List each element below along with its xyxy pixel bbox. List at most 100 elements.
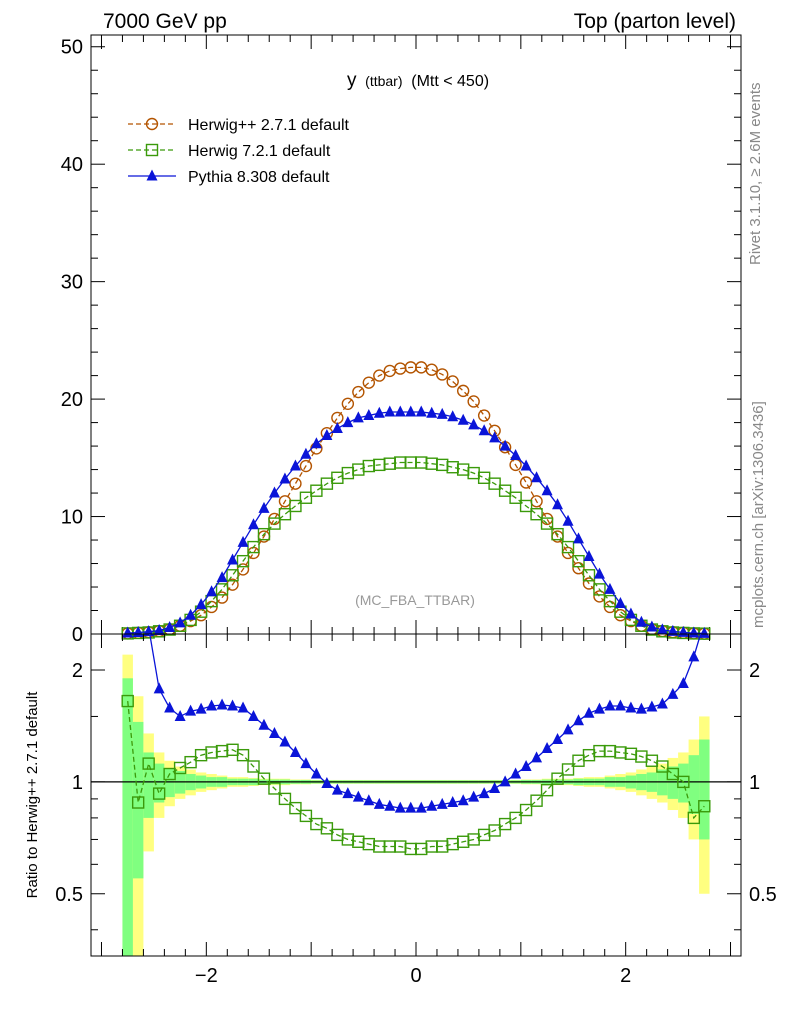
main-point [289, 459, 301, 471]
ratio-ytick-label-right: 2 [749, 660, 760, 682]
main-point [531, 471, 543, 483]
header-left-label: 7000 GeV pp [103, 10, 227, 33]
main-point [415, 405, 427, 417]
main-point [216, 571, 228, 583]
legend-marker [145, 117, 159, 131]
ratio-point [342, 787, 354, 799]
main-point [604, 582, 616, 594]
ratio-point [310, 767, 322, 779]
ratio-ytick-label: 0.5 [55, 884, 83, 906]
ratio-point [457, 794, 469, 806]
ratio-point [268, 726, 280, 738]
main-point [593, 583, 606, 596]
ratio-point [384, 799, 396, 811]
main-point [509, 491, 522, 504]
main-ytick-label: 10 [61, 507, 83, 529]
main-point [299, 491, 313, 504]
ratio-point [698, 800, 711, 813]
ratio-point [289, 801, 302, 815]
band-green [699, 739, 710, 840]
ratio-point [121, 694, 134, 708]
band-green [688, 755, 700, 814]
main-point [478, 424, 490, 436]
main-panel: 0 10 20 30 40 50 [61, 34, 742, 646]
ratio-point [551, 772, 564, 785]
ratio-point [667, 687, 679, 699]
ratio-point [541, 741, 553, 753]
main-point [541, 484, 553, 496]
ratio-point [174, 709, 186, 721]
ratio-point [530, 794, 543, 807]
ratio-ytick-label: 2 [72, 660, 83, 682]
ratio-point [677, 775, 690, 789]
main-point [278, 508, 292, 521]
main-ytick-label: 30 [61, 272, 83, 294]
ratio-ytick-label-right: 0.5 [749, 884, 777, 906]
main-point [247, 540, 260, 554]
main-point [362, 376, 376, 389]
ratio-point [352, 835, 365, 848]
main-point [248, 518, 259, 530]
main-point [583, 549, 595, 561]
ratio-point [426, 799, 438, 811]
ratio-point [278, 792, 292, 806]
main-title-y: y [347, 70, 357, 91]
main-point [635, 615, 647, 627]
ratio-panel: −2 0 2 0.5 0.5 1 1 2 2 [55, 633, 777, 987]
main-point [489, 431, 501, 443]
ratio-point [257, 772, 271, 785]
ratio-point [656, 760, 669, 773]
ratio-point [519, 803, 533, 817]
main-point [446, 375, 459, 388]
main-point [122, 626, 134, 638]
main-point [467, 395, 480, 408]
ratio-point [363, 794, 375, 806]
main-point [405, 405, 417, 417]
main-point [331, 421, 343, 433]
main-point [468, 418, 480, 430]
ratio-point [268, 782, 281, 795]
ratio-point [153, 682, 165, 694]
ratio-point [562, 723, 574, 735]
band-green [143, 752, 154, 818]
main-point [593, 590, 606, 603]
ratio-point [593, 702, 605, 714]
ratio-point [447, 796, 459, 808]
ratio-point [236, 748, 250, 762]
legend-label: Herwig 7.2.1 default [188, 143, 331, 160]
main-ytick-label: 0 [72, 624, 83, 646]
ratio-point [195, 702, 207, 714]
ratio-point [164, 701, 176, 713]
main-point [510, 448, 522, 460]
main-point [153, 623, 165, 635]
main-point [436, 407, 448, 419]
main-point [143, 625, 155, 637]
main-point [436, 368, 449, 381]
analysis-tag: (MC_FBA_TTBAR) [355, 592, 475, 608]
main-point [603, 594, 617, 608]
main-point [341, 397, 355, 410]
ratio-point [635, 702, 647, 714]
ratio-point [436, 797, 448, 809]
ratio-point [320, 822, 334, 835]
main-point [237, 535, 249, 547]
ratio-series-1 [149, 634, 702, 813]
mcplots-label: mcplots.cern.ch [arXiv:1306.3436] [750, 401, 767, 628]
main-point [342, 416, 354, 428]
main-point [383, 364, 396, 378]
main-point [552, 498, 564, 510]
main-point [236, 554, 250, 568]
main-point [300, 447, 312, 459]
ratio-point [687, 811, 701, 825]
main-point [289, 499, 302, 513]
ratio-point [321, 777, 333, 789]
ratio-point [405, 801, 417, 813]
main-point [457, 413, 469, 425]
ratio-point [206, 699, 218, 711]
ratio-point [248, 709, 259, 721]
ratio-xtick-label: −2 [195, 965, 218, 987]
ratio-point [373, 797, 385, 809]
main-point [447, 410, 459, 422]
main-point [352, 385, 365, 399]
main-point [572, 562, 585, 575]
